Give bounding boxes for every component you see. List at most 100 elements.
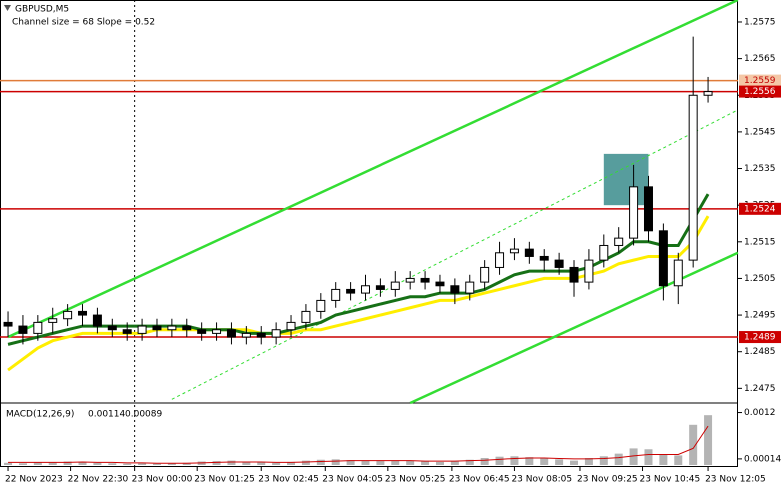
candle-body <box>331 288 341 301</box>
y-tick-label: 1.2485 <box>744 347 776 357</box>
candle-body <box>554 259 564 268</box>
level-label-box <box>739 202 781 215</box>
symbol-icon <box>4 5 11 11</box>
macd-bar <box>287 461 296 465</box>
macd-bar <box>152 463 161 465</box>
candle-body <box>688 94 698 261</box>
y-tick-label: 1.2515 <box>744 237 776 247</box>
x-tick-label: 23 Nov 09:25 <box>577 475 638 485</box>
macd-bar <box>465 459 474 465</box>
candle-body <box>212 329 222 334</box>
candle-body <box>33 321 43 334</box>
macd-bar <box>93 462 102 465</box>
macd-bar <box>257 462 266 465</box>
macd-hist-value: 0.00114 <box>88 410 125 420</box>
y-tick-label: 1.2475 <box>744 384 776 394</box>
trend-line <box>7 0 739 339</box>
candle-body <box>241 332 251 338</box>
x-tick-label: 23 Nov 00:00 <box>132 475 193 485</box>
candle-body <box>48 318 58 323</box>
candle-body <box>509 248 519 254</box>
macd-bar <box>704 415 713 465</box>
signal-zone <box>603 153 649 206</box>
level-label: 1.2524 <box>744 204 776 214</box>
x-tick-label: 23 Nov 05:25 <box>385 475 446 485</box>
macd-bar <box>599 456 608 465</box>
marks-layer <box>3 36 713 372</box>
y-tick-label: 1.2535 <box>744 164 776 174</box>
x-tick-label: 23 Nov 08:05 <box>511 475 572 485</box>
trend-line <box>409 251 739 405</box>
macd-bar <box>525 457 534 465</box>
macd-bar <box>614 453 623 465</box>
macd-bar <box>555 459 564 465</box>
level-label-box <box>739 331 781 344</box>
under-layer <box>0 0 739 467</box>
x-tick-label: 23 Nov 06:45 <box>449 475 510 485</box>
candle-body <box>197 329 207 334</box>
candle-body <box>256 332 266 338</box>
macd-bar <box>242 461 251 465</box>
x-tick-label: 23 Nov 02:45 <box>258 475 319 485</box>
macd-bar <box>316 459 325 465</box>
macd-bar <box>167 463 176 465</box>
macd-bar <box>182 462 191 465</box>
trend-line <box>171 109 739 400</box>
macd-bar <box>4 462 13 465</box>
macd-bar <box>450 461 459 465</box>
y-tick-label: 0.00014 <box>744 454 781 464</box>
macd-signal-value: 0.00089 <box>125 410 162 420</box>
level-label: 1.2556 <box>744 87 776 97</box>
candle-body <box>703 91 713 96</box>
candle-body <box>286 321 296 331</box>
macd-bar <box>361 460 370 465</box>
x-tick-label: 23 Nov 12:05 <box>705 475 766 485</box>
candle-body <box>122 329 132 334</box>
macd-bar <box>584 458 593 465</box>
candle-body <box>137 325 147 334</box>
macd-bar <box>48 462 57 465</box>
candle-body <box>360 285 370 294</box>
candle-body <box>405 277 415 283</box>
level-label: 1.2559 <box>744 76 776 86</box>
macd-bar <box>435 461 444 465</box>
macd-bar <box>689 424 698 465</box>
macd-bar <box>674 455 683 465</box>
candle-body <box>63 310 73 320</box>
candle-body <box>495 252 505 268</box>
x-tick-label: 23 Nov 10:45 <box>640 475 701 485</box>
plot-frame <box>0 0 738 467</box>
candle-body <box>420 277 430 283</box>
candle-body <box>390 281 400 290</box>
candle-body <box>629 186 639 239</box>
macd-bar <box>78 461 87 465</box>
macd-bar <box>138 463 147 465</box>
y-tick-label: 1.2545 <box>744 127 776 137</box>
candle-body <box>18 325 28 334</box>
candle-body <box>584 259 594 283</box>
candle-body <box>658 230 668 287</box>
macd-bar <box>406 460 415 465</box>
candle-body <box>465 281 475 294</box>
macd-bar <box>227 460 236 465</box>
x-tick-label: 22 Nov 22:30 <box>68 475 129 485</box>
macd-bar <box>63 461 72 465</box>
macd-bar <box>272 462 281 465</box>
macd-bar <box>376 461 385 465</box>
candle-body <box>78 310 88 316</box>
level-label-box <box>739 74 781 87</box>
candle-body <box>450 285 460 294</box>
macd-bar <box>33 462 42 465</box>
macd-signal <box>8 425 709 464</box>
candle-body <box>480 266 490 283</box>
macd-bar <box>495 456 504 465</box>
x-tick-label: 23 Nov 04:05 <box>322 475 383 485</box>
macd-bar <box>421 461 430 465</box>
macd-bar <box>108 463 117 465</box>
candle-body <box>643 186 653 232</box>
y-tick-label: 1.2565 <box>744 54 776 64</box>
candle-body <box>92 314 102 327</box>
candle-body <box>182 325 192 331</box>
candle-body <box>569 266 579 283</box>
